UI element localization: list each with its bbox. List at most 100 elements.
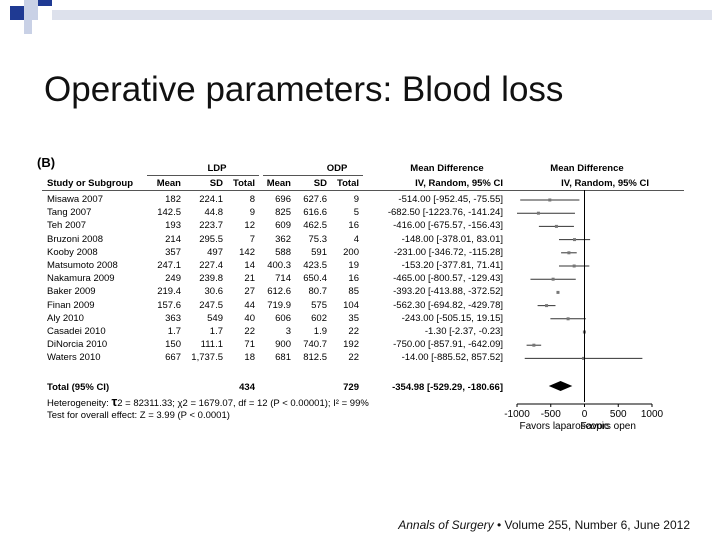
cell-ldp-mean: 157.6 xyxy=(157,299,181,311)
total-md: -354.98 [-529.29, -180.66] xyxy=(392,382,503,393)
forest-plot-figure: (B) LDP ODP Mean Difference Mean Differe… xyxy=(37,155,697,445)
col-plot-ci: IV, Random, 95% CI xyxy=(561,178,649,189)
cell-ldp-sd: 30.6 xyxy=(204,286,224,298)
cell-odp-sd: 740.7 xyxy=(303,339,327,351)
effect-point xyxy=(556,290,560,294)
ldp-group-header: LDP xyxy=(207,163,227,174)
cell-ldp-sd: 247.5 xyxy=(199,299,223,311)
cell-odp-mean: 825 xyxy=(275,207,291,219)
effect-point xyxy=(536,211,540,215)
col-md-ci: IV, Random, 95% CI xyxy=(415,178,503,189)
cell-odp-sd: 650.4 xyxy=(303,273,327,285)
favors-laparoscopic-label: Favors laparoscopic xyxy=(520,421,609,432)
cell-md-text: -153.20 [-377.81, 71.41] xyxy=(401,260,503,271)
top-rule xyxy=(52,10,712,20)
col-odp-sd: SD xyxy=(313,178,327,189)
x-tick-label: -1000 xyxy=(504,409,530,420)
cell-odp-total: 5 xyxy=(353,207,359,219)
cell-ldp-total: 40 xyxy=(244,312,255,324)
cell-ldp-sd: 44.8 xyxy=(204,207,224,219)
cell-name: Finan 2009 xyxy=(47,299,95,311)
col-odp-mean: Mean xyxy=(266,178,291,189)
header-rule-ldp xyxy=(147,175,259,176)
cell-odp-sd: 812.5 xyxy=(303,352,327,364)
cell-odp-sd: 423.5 xyxy=(303,260,327,271)
corner-square-light-2 xyxy=(24,20,32,34)
column-header-rule xyxy=(42,190,684,191)
col-odp-total: Total xyxy=(337,178,359,189)
cell-ldp-mean: 214 xyxy=(165,233,181,245)
cell-odp-total: 104 xyxy=(343,299,359,311)
cell-odp-sd: 616.6 xyxy=(303,207,327,219)
cell-odp-total: 192 xyxy=(343,339,359,351)
cell-ldp-total: 12 xyxy=(244,220,255,232)
effect-point xyxy=(545,304,549,308)
effect-point xyxy=(548,198,552,202)
cell-ldp-total: 142 xyxy=(239,246,255,258)
cell-name: DiNorcia 2010 xyxy=(47,339,108,351)
effect-point xyxy=(582,356,586,360)
heterogeneity-stats: 2 = 82311.33; χ2 = 1679.07, df = 12 (P <… xyxy=(117,398,369,409)
cell-ldp-mean: 1.7 xyxy=(167,326,181,337)
corner-square-light-1 xyxy=(24,0,38,20)
cell-ldp-mean: 150 xyxy=(165,339,181,351)
effect-point xyxy=(573,238,577,242)
cell-ldp-mean: 247.1 xyxy=(157,260,181,271)
cell-odp-total: 85 xyxy=(348,286,359,298)
favors-open-label: Favors open xyxy=(580,421,636,432)
cell-ldp-sd: 111.1 xyxy=(200,339,223,351)
cell-md-text: -514.00 [-952.45, -75.55] xyxy=(398,194,503,205)
cell-odp-total: 22 xyxy=(348,352,359,364)
cell-ldp-total: 7 xyxy=(249,233,255,245)
panel-label: (B) xyxy=(37,155,56,170)
pooled-diamond xyxy=(548,381,573,391)
cell-odp-mean: 696 xyxy=(275,194,291,205)
cell-odp-mean: 606 xyxy=(275,312,291,324)
cell-odp-sd: 602 xyxy=(311,312,327,324)
cell-name: Baker 2009 xyxy=(47,286,96,298)
cell-ldp-total: 18 xyxy=(244,352,255,364)
corner-square-dark-2 xyxy=(38,0,52,6)
cell-odp-mean: 588 xyxy=(275,246,291,258)
col-ldp-total: Total xyxy=(233,178,255,189)
cell-odp-mean: 900 xyxy=(275,339,291,351)
cell-name: Bruzoni 2008 xyxy=(47,233,103,245)
cell-odp-total: 4 xyxy=(353,233,359,245)
cell-ldp-total: 14 xyxy=(244,260,255,271)
cell-ldp-sd: 227.4 xyxy=(199,260,223,271)
slide-title: Operative parameters: Blood loss xyxy=(44,70,564,109)
x-tick-label: 0 xyxy=(582,409,588,420)
cell-odp-total: 19 xyxy=(348,260,359,271)
cell-ldp-total: 8 xyxy=(249,194,255,205)
cell-ldp-sd: 224.1 xyxy=(199,194,223,205)
cell-ldp-sd: 239.8 xyxy=(199,273,223,285)
cell-odp-mean: 362 xyxy=(275,233,291,245)
cell-md-text: -393.20 [-413.88, -372.52] xyxy=(393,286,503,298)
total-odp: 729 xyxy=(343,382,359,393)
cell-ldp-sd: 549 xyxy=(207,312,223,324)
cell-odp-sd: 1.9 xyxy=(313,326,327,337)
cell-ldp-mean: 182 xyxy=(165,194,181,205)
md-group-header: Mean Difference xyxy=(410,163,484,174)
cell-odp-total: 200 xyxy=(343,246,359,258)
col-ldp-sd: SD xyxy=(209,178,223,189)
cell-odp-sd: 80.7 xyxy=(308,286,328,298)
cell-md-text: -562.30 [-694.82, -429.78] xyxy=(393,299,503,311)
cell-name: Teh 2007 xyxy=(47,220,87,232)
cell-ldp-mean: 193 xyxy=(165,220,181,232)
journal-name: Annals of Surgery xyxy=(398,518,494,532)
cell-ldp-mean: 249 xyxy=(165,273,181,285)
cell-odp-total: 22 xyxy=(348,326,359,337)
cell-ldp-mean: 142.5 xyxy=(157,207,181,219)
cell-name: Matsumoto 2008 xyxy=(47,260,118,271)
cell-md-text: -416.00 [-675.57, -156.43] xyxy=(393,220,503,232)
cell-odp-mean: 714 xyxy=(275,273,291,285)
cell-ldp-total: 21 xyxy=(244,273,255,285)
cell-ldp-sd: 1,737.5 xyxy=(191,352,223,364)
corner-square-dark-1 xyxy=(10,6,24,20)
cell-odp-sd: 575 xyxy=(311,299,327,311)
col-study: Study or Subgroup xyxy=(47,178,134,189)
cell-odp-sd: 591 xyxy=(311,246,327,258)
cell-ldp-total: 44 xyxy=(244,299,255,311)
cell-odp-sd: 462.5 xyxy=(303,220,327,232)
